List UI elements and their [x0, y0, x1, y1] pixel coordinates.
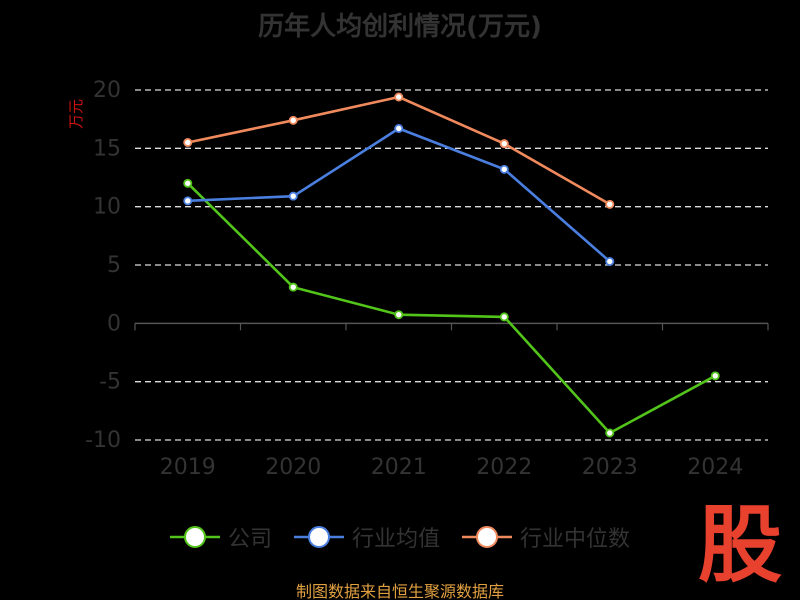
x-tick-label: 2023: [582, 455, 638, 480]
data-point: [394, 124, 404, 134]
legend-swatch: [169, 526, 220, 548]
y-tick-label: 15: [93, 136, 121, 161]
series-layer: [183, 92, 720, 438]
legend-swatch-marker: [307, 526, 330, 548]
data-point: [183, 137, 193, 147]
y-tick-label: 20: [93, 78, 121, 103]
data-point: [605, 199, 615, 209]
y-tick-label: -5: [99, 370, 121, 395]
legend-item[interactable]: 公司: [169, 521, 272, 553]
data-point: [394, 310, 404, 320]
x-tick-label: 2024: [687, 455, 743, 480]
legend-label: 行业均值: [351, 527, 440, 552]
axis-layer: -10 -5 0 5 10 15 20 2019 2020 2021 2022 2023 2024: [85, 78, 769, 480]
x-tick-label: 2020: [265, 455, 321, 480]
series-line: [187, 95, 611, 206]
y-tick-label: 5: [107, 253, 121, 278]
x-tick-label: 2021: [371, 455, 427, 480]
data-point: [499, 312, 509, 322]
legend-item[interactable]: 行业中位数: [462, 521, 630, 553]
legend: 公司 行业均值 行业中位数: [0, 520, 800, 554]
data-point: [605, 256, 615, 266]
data-point: [710, 371, 720, 381]
grid-layer: [135, 89, 768, 441]
data-point: [183, 178, 193, 188]
data-point: [499, 164, 509, 174]
data-point: [288, 115, 298, 125]
data-point: [605, 428, 615, 438]
watermark-logo: 股: [697, 496, 782, 594]
legend-swatch: [462, 526, 512, 548]
y-tick-label: 10: [93, 195, 121, 220]
data-point: [288, 282, 298, 292]
x-tick-label: 2019: [160, 455, 216, 480]
legend-item[interactable]: 行业均值: [293, 521, 440, 553]
legend-swatch: [293, 526, 344, 548]
data-point: [288, 191, 298, 201]
legend-swatch-marker: [476, 526, 498, 548]
data-point: [499, 139, 509, 149]
data-source-note: 制图数据来自恒生聚源数据库: [295, 582, 504, 600]
y-tick-label: -10: [85, 428, 121, 453]
y-tick-label: 0: [107, 311, 121, 336]
data-point: [394, 92, 404, 102]
x-tick-label: 2022: [476, 455, 532, 480]
legend-swatch-marker: [183, 526, 206, 548]
legend-label: 行业中位数: [520, 527, 631, 552]
data-point: [183, 196, 193, 206]
legend-label: 公司: [227, 527, 272, 552]
chart-title: 历年人均创利情况(万元): [258, 12, 542, 42]
series-line: [186, 182, 716, 435]
